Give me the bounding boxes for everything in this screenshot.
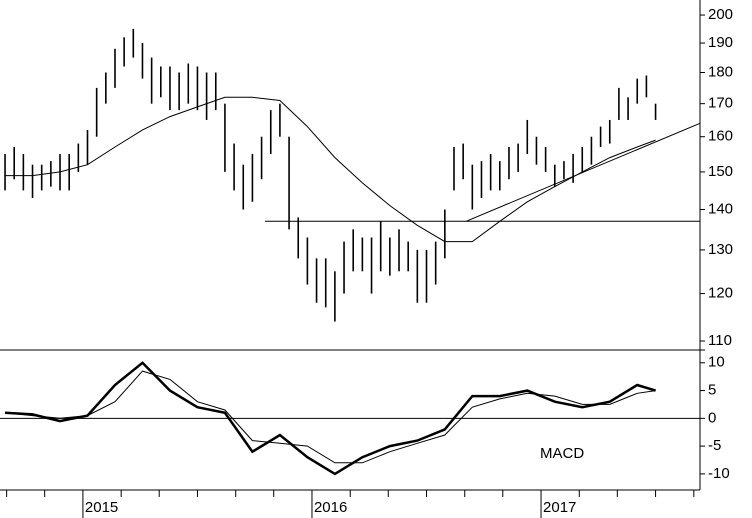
overlay-line [465,122,701,222]
y-tick-label: 160 [708,128,733,145]
annotation: MACD [540,445,584,462]
y-tick-label: 0 [708,409,716,426]
y-tick-label: 190 [708,34,733,51]
y-tick-label: 120 [708,285,733,302]
macd-line [4,370,656,464]
y-tick-label: 130 [708,241,733,258]
y-tick-label: -5 [708,437,721,454]
y-tick-label: 180 [708,63,733,80]
y-tick-label: 170 [708,95,733,112]
macd-line [4,361,656,476]
x-tick-label: 2015 [85,499,118,516]
y-tick-label: 150 [708,163,733,180]
x-tick-label: 2016 [314,499,347,516]
y-tick-label: 10 [708,354,725,371]
y-tick-label: 110 [708,332,732,349]
y-tick-label: -10 [708,465,730,482]
y-tick-label: 140 [708,200,733,217]
y-tick-label: 200 [708,6,733,23]
overlay-line [5,96,656,243]
x-tick-label: 2017 [543,499,576,516]
y-tick-label: 5 [708,382,716,399]
